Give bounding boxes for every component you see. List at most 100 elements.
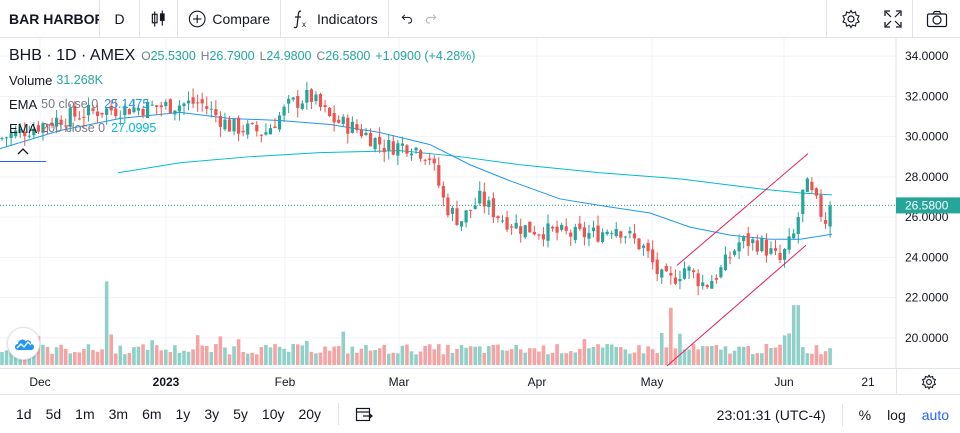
- undo-icon[interactable]: [399, 11, 414, 27]
- candle-body: [473, 205, 477, 209]
- chart-pane[interactable]: 34.0000 32.0000 30.0000 28.0000 26.0000 24.00…: [0, 38, 960, 368]
- range-button-10y[interactable]: 10y: [261, 406, 285, 422]
- candle-body: [309, 89, 313, 102]
- axis-settings-button[interactable]: [896, 368, 960, 394]
- clock-timezone[interactable]: 23:01:31 (UTC-4): [716, 406, 826, 423]
- symbol-search-input[interactable]: BAR HARBOR: [0, 0, 100, 38]
- volume-value: 31.268K: [56, 73, 103, 87]
- volume-bar: [255, 354, 259, 365]
- time-axis[interactable]: Dec 2023 Feb Mar Apr May Jun 21: [0, 368, 960, 394]
- candle-body: [205, 106, 209, 109]
- candle-body: [123, 105, 127, 116]
- candle-body: [496, 216, 500, 219]
- volume-bar: [437, 344, 441, 365]
- volume-bar: [477, 346, 482, 365]
- candle-body: [146, 101, 150, 118]
- volume-bar: [750, 354, 755, 365]
- range-button-20y[interactable]: 20y: [298, 406, 322, 422]
- chart-type-button[interactable]: [140, 0, 178, 38]
- snapshot-button[interactable]: [912, 0, 960, 38]
- candle-body: [601, 232, 605, 243]
- interval-button[interactable]: D: [100, 0, 140, 38]
- volume-bar: [673, 348, 678, 365]
- tradingview-logo-button[interactable]: [7, 327, 40, 360]
- bottom-toolbar: 1d 5d 1m 3m 6m 1y 3y 5y 10y 20y 23:01:31 (UTC-4) …: [0, 394, 960, 433]
- volume-bar: [641, 353, 646, 365]
- volume-bar: [559, 353, 564, 365]
- range-button-1y[interactable]: 1y: [175, 406, 191, 422]
- volume-bar: [145, 349, 150, 365]
- toolbar-right: [826, 0, 960, 38]
- legend-ema50-row[interactable]: EMA 50 close 0 25.1475: [9, 92, 480, 116]
- volume-bar: [455, 349, 459, 365]
- ema200-value: 27.0995: [111, 121, 157, 135]
- volume-bar: [723, 346, 728, 365]
- compare-button[interactable]: Compare: [178, 0, 281, 38]
- volume-bar: [50, 353, 54, 365]
- range-button-1d[interactable]: 1d: [16, 406, 32, 422]
- symbol-title[interactable]: BHB · 1D · AMEX: [9, 47, 136, 64]
- volume-bar: [359, 348, 364, 365]
- candle-body: [168, 99, 172, 113]
- volume-bar: [427, 344, 432, 365]
- candle-body: [255, 124, 259, 132]
- candle-body: [9, 133, 13, 139]
- fullscreen-button[interactable]: [874, 0, 912, 38]
- percent-scale-toggle[interactable]: %: [858, 406, 872, 423]
- volume-bar: [159, 350, 164, 365]
- volume-bar: [414, 354, 418, 365]
- price-chart[interactable]: 34.0000 32.0000 30.0000 28.0000 26.0000 24.00…: [0, 38, 960, 368]
- candle-body: [409, 153, 414, 156]
- candle-body: [105, 108, 109, 115]
- volume-bar: [705, 346, 710, 365]
- change-value: +1.0900 (+4.28%): [375, 49, 476, 63]
- volume-bar: [764, 344, 769, 365]
- volume-bar: [732, 350, 737, 365]
- range-button-3y[interactable]: 3y: [204, 406, 220, 422]
- candle-body: [77, 118, 81, 120]
- candle-body: [159, 105, 163, 108]
- volume-bar: [336, 345, 341, 365]
- legend-ema200-row[interactable]: EMA 200 close 0 27.0995: [9, 116, 480, 140]
- volume-bar: [9, 347, 13, 365]
- candle-body: [391, 141, 395, 155]
- legend-collapse-button[interactable]: [0, 140, 46, 162]
- candle-body: [419, 150, 423, 159]
- volume-bar: [341, 331, 346, 365]
- ema200-polyline: [117, 150, 833, 196]
- volume-bar: [669, 307, 673, 365]
- range-button-1m[interactable]: 1m: [75, 406, 95, 422]
- range-button-5y[interactable]: 5y: [233, 406, 248, 422]
- volume-bar: [113, 353, 118, 365]
- log-scale-toggle[interactable]: log: [887, 406, 906, 423]
- legend-main-row: BHB · 1D · AMEX O 25.5300 H 26.7900 L 24.98…: [9, 44, 480, 68]
- time-tick-label: May: [641, 375, 664, 389]
- settings-button[interactable]: [826, 0, 874, 38]
- time-tick-label: 2023: [153, 375, 180, 389]
- ema200-name: EMA: [9, 120, 38, 136]
- candle-body: [801, 189, 805, 214]
- candle-body: [264, 132, 268, 135]
- candle-body: [359, 129, 364, 137]
- auto-scale-toggle[interactable]: auto: [921, 406, 949, 423]
- candle-body: [792, 233, 796, 239]
- candle-body: [478, 190, 482, 204]
- goto-date-button[interactable]: [349, 395, 379, 433]
- volume-bar: [136, 346, 141, 365]
- volume-bar: [77, 352, 82, 365]
- range-button-6m[interactable]: 6m: [142, 406, 162, 422]
- indicators-button[interactable]: x Indicators: [281, 0, 389, 38]
- volume-bar: [537, 351, 541, 365]
- range-button-3m[interactable]: 3m: [108, 406, 129, 422]
- legend-volume-row[interactable]: Volume 31.268K: [9, 68, 480, 92]
- range-button-5d[interactable]: 5d: [45, 406, 62, 422]
- volume-bar: [227, 354, 232, 365]
- volume-bar: [659, 332, 664, 365]
- candle-body: [27, 135, 31, 137]
- candle-body: [277, 115, 282, 130]
- trend-channel: [666, 153, 809, 367]
- redo-icon[interactable]: [424, 11, 439, 27]
- volume-bar: [409, 351, 414, 365]
- volume-bar: [773, 347, 778, 365]
- volume-bar: [614, 347, 619, 365]
